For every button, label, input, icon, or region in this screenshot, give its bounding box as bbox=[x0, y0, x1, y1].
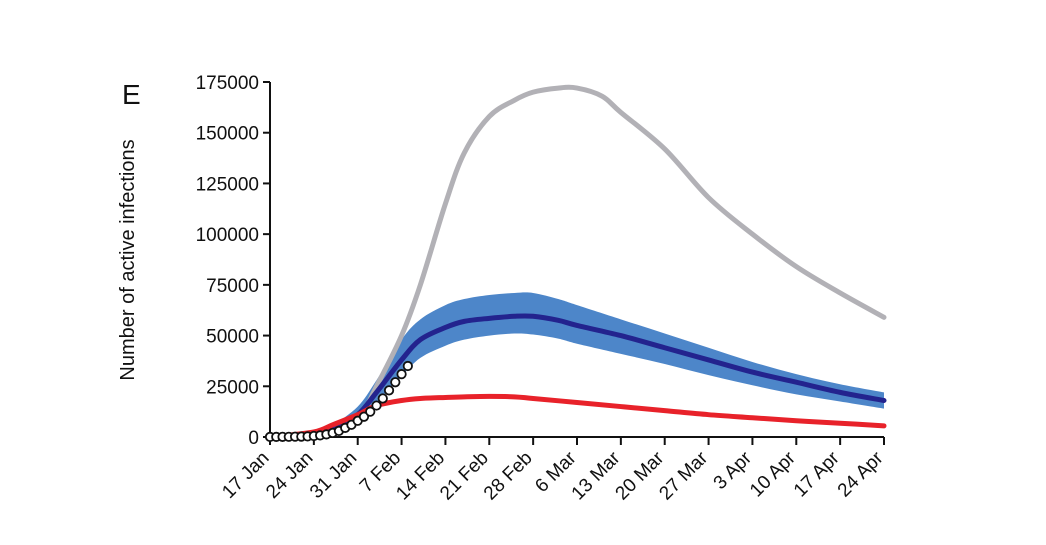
observed-point bbox=[358, 411, 370, 422]
x-tick-label: 27 Mar bbox=[655, 447, 712, 504]
y-tick-label: 0 bbox=[248, 428, 259, 449]
y-tick-label: 100000 bbox=[196, 225, 259, 246]
x-tick-label: 13 Mar bbox=[568, 447, 625, 504]
x-tick-label: 17 Jan bbox=[218, 448, 273, 503]
y-tick-label: 150000 bbox=[196, 124, 259, 145]
observed-point bbox=[383, 385, 395, 396]
y-axis: 0 25000 50000 75000 100000 125000 150000 175000 bbox=[196, 73, 271, 449]
x-tick-label: 20 Mar bbox=[612, 447, 669, 504]
panel-label: E bbox=[122, 79, 141, 110]
observed-point bbox=[390, 377, 401, 388]
observed-point bbox=[402, 360, 413, 372]
x-tick-label: 24 Jan bbox=[262, 448, 317, 503]
observed-point bbox=[365, 406, 376, 417]
y-tick-label: 175000 bbox=[196, 73, 259, 94]
y-tick-label: 125000 bbox=[196, 174, 259, 195]
x-tick-label: 28 Feb bbox=[480, 448, 537, 505]
observed-point bbox=[396, 369, 407, 380]
x-tick-label: 24 Apr bbox=[834, 447, 888, 501]
red-series-line bbox=[267, 393, 887, 440]
y-tick-label: 50000 bbox=[206, 327, 259, 348]
observed-point bbox=[371, 400, 382, 411]
observed-points bbox=[264, 360, 413, 442]
observed-point bbox=[377, 393, 388, 404]
y-tick-label: 25000 bbox=[206, 377, 259, 398]
x-tick-label: 17 Apr bbox=[790, 447, 844, 501]
x-tick-label: 10 Apr bbox=[746, 447, 800, 501]
confidence-band bbox=[270, 292, 884, 437]
x-tick-label: 31 Jan bbox=[306, 448, 361, 503]
x-tick-label: 14 Feb bbox=[392, 448, 449, 505]
x-tick-label: 21 Feb bbox=[436, 448, 493, 505]
y-axis-label: Number of active infections bbox=[117, 139, 139, 380]
y-tick-label: 75000 bbox=[206, 276, 259, 297]
series-layer bbox=[267, 84, 887, 440]
